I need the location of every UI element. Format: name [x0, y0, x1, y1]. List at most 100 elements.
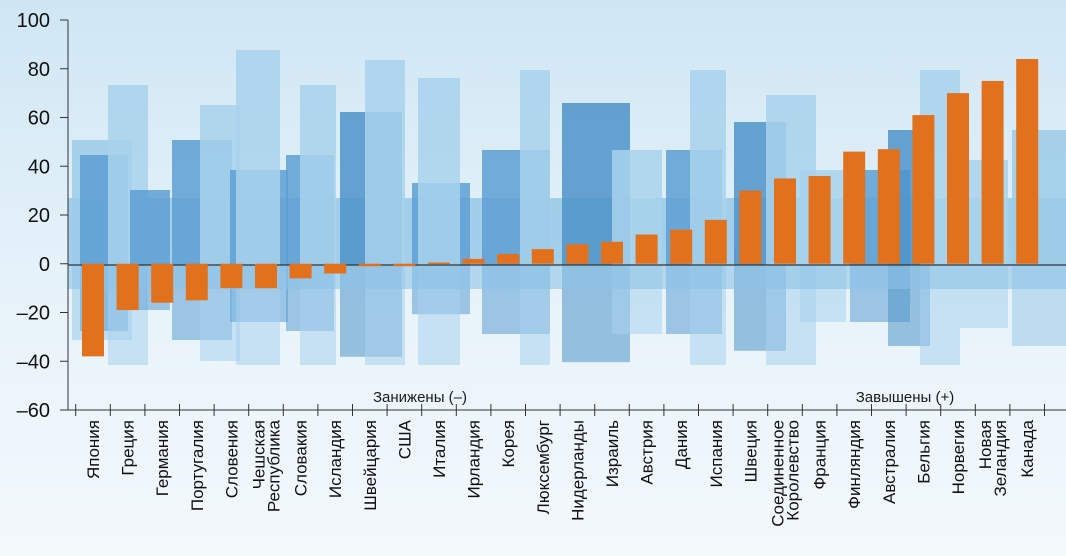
- bar: [670, 229, 693, 264]
- x-tick-label-line: Япония: [84, 420, 103, 479]
- x-tick-label: Корея: [499, 420, 518, 467]
- y-tick-label: –40: [17, 351, 50, 373]
- bar: [185, 263, 208, 301]
- x-tick-label: Бельгия: [914, 420, 933, 484]
- x-tick-label: Португалия: [188, 420, 207, 511]
- x-tick-label: Нидерланды: [568, 420, 587, 521]
- bar: [774, 178, 796, 264]
- x-tick-label-line: Греция: [119, 420, 138, 476]
- bar: [393, 263, 416, 267]
- bar: [843, 151, 866, 264]
- x-tick-label-line: Австралия: [880, 420, 899, 504]
- x-tick-label-line: Соединенное: [769, 420, 788, 527]
- x-tick-label: Греция: [119, 420, 138, 476]
- bar: [566, 244, 589, 264]
- x-tick-label: Канада: [1018, 419, 1037, 477]
- bar: [877, 149, 900, 264]
- x-tick-label: Япония: [84, 420, 103, 479]
- y-tick-label: 80: [28, 59, 50, 81]
- bar: [704, 219, 727, 264]
- y-axis: 100 80 60 40 20 0 –20 –40 –60: [17, 10, 68, 422]
- bar: [497, 254, 520, 264]
- x-tick-label-line: Швейцария: [361, 420, 380, 511]
- x-tick-label-line: Словакия: [292, 420, 311, 496]
- bar: [808, 176, 831, 264]
- bar: [635, 234, 658, 264]
- bar: [531, 249, 554, 264]
- y-tick-label: 20: [28, 205, 50, 227]
- bar: [947, 93, 969, 264]
- x-tick-label: Италия: [430, 420, 449, 478]
- bar: [601, 241, 623, 264]
- x-tick-label-line: Израиль: [603, 420, 622, 487]
- bar: [428, 262, 450, 265]
- x-tick-label: Словакия: [292, 420, 311, 496]
- x-tick-label-line: Корея: [499, 420, 518, 467]
- x-tick-label-line: Словения: [222, 420, 241, 498]
- x-tick-label-line: Республика: [265, 419, 284, 512]
- x-tick-label: Швеция: [741, 420, 760, 482]
- annotation-understated: Занижены (–): [373, 389, 467, 406]
- x-axis-labels: Япония Греция Германия Португалия Словения Че…: [84, 419, 1037, 526]
- bar: [1016, 59, 1039, 264]
- y-tick-label: 100: [17, 10, 50, 32]
- bar: [912, 115, 935, 264]
- bar: [116, 263, 139, 311]
- x-tick-label: Израиль: [603, 420, 622, 487]
- x-tick-label-line: Новая: [976, 420, 995, 469]
- y-tick-label: –60: [17, 400, 50, 422]
- bar: [981, 80, 1004, 264]
- x-tick-label: Ирландия: [465, 420, 484, 498]
- x-ticks: [75, 404, 1045, 416]
- x-tick-label: Словения: [222, 420, 241, 498]
- bar: [739, 190, 762, 264]
- x-tick-label-line: Нидерланды: [568, 420, 587, 521]
- x-tick-label-line: Королевство: [784, 420, 803, 521]
- x-tick-label: Австрия: [638, 420, 657, 485]
- x-tick-label-line: Чешская: [250, 420, 269, 489]
- y-tick-label: 0: [39, 254, 50, 276]
- y-tick-label: –20: [17, 303, 50, 325]
- x-tick-label-line: Франция: [811, 420, 830, 490]
- bar: [151, 263, 174, 303]
- x-tick-label-line: Дания: [672, 420, 691, 469]
- bar: [358, 263, 381, 267]
- x-tick-label: Норвегия: [949, 420, 968, 494]
- x-tick-label: США: [395, 419, 414, 459]
- x-tick-label-line: Португалия: [188, 420, 207, 511]
- x-tick-label-line: Норвегия: [949, 420, 968, 494]
- x-tick-label-line: Зеландия: [991, 420, 1010, 497]
- bars: [82, 59, 1039, 357]
- x-tick-label-line: Австрия: [638, 420, 657, 485]
- x-tick-label-line: Канада: [1018, 419, 1037, 477]
- x-tick-label: Австралия: [880, 420, 899, 504]
- annotation-overstated: Завышены (+): [856, 389, 955, 406]
- x-tick-label: Германия: [153, 420, 172, 496]
- x-tick-label-line: Испания: [707, 420, 726, 487]
- x-tick-label-line: Бельгия: [914, 420, 933, 484]
- bar: [289, 263, 312, 279]
- x-tick-label: Финляндия: [845, 420, 864, 509]
- x-tick-label: Швейцария: [361, 420, 380, 511]
- x-tick-label-line: Исландия: [326, 420, 345, 498]
- x-tick-label: Франция: [811, 420, 830, 490]
- x-tick-label: Дания: [672, 420, 691, 469]
- bar: [82, 263, 104, 357]
- y-tick-label: 40: [28, 156, 50, 178]
- bar: [255, 263, 277, 289]
- x-tick-label-line: Швеция: [741, 420, 760, 482]
- x-tick-label-line: США: [395, 419, 414, 459]
- y-tick-label: 60: [28, 108, 50, 130]
- bar: [324, 263, 347, 274]
- x-tick-label: Испания: [707, 420, 726, 487]
- x-tick-label: Исландия: [326, 420, 345, 498]
- x-tick-label-line: Италия: [430, 420, 449, 478]
- x-tick-label-line: Люксембург: [534, 420, 553, 514]
- x-tick-label-line: Ирландия: [465, 420, 484, 498]
- bar: [462, 258, 485, 264]
- x-tick-label-line: Германия: [153, 420, 172, 496]
- x-tick-label-line: Финляндия: [845, 420, 864, 509]
